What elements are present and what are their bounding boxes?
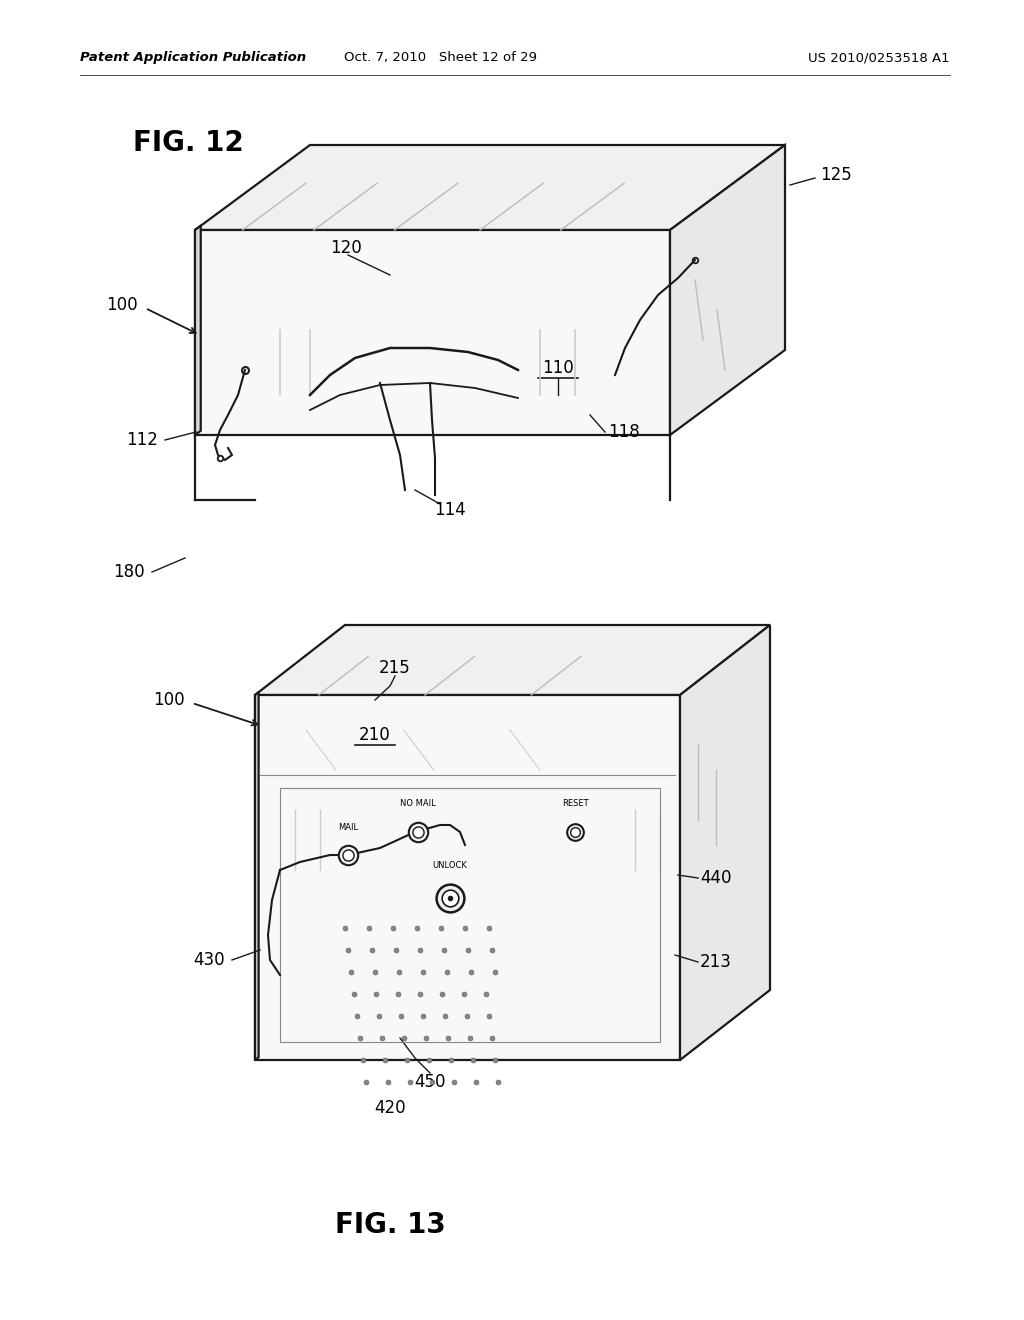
Text: NO MAIL: NO MAIL	[400, 800, 436, 808]
Polygon shape	[195, 145, 785, 230]
Text: 114: 114	[434, 502, 466, 519]
Text: US 2010/0253518 A1: US 2010/0253518 A1	[808, 51, 950, 65]
Polygon shape	[670, 145, 785, 436]
Text: MAIL: MAIL	[338, 822, 358, 832]
Polygon shape	[255, 692, 259, 1060]
Polygon shape	[195, 226, 201, 436]
Text: 210: 210	[359, 726, 391, 744]
Polygon shape	[255, 696, 680, 1060]
Polygon shape	[195, 230, 670, 436]
Text: Oct. 7, 2010   Sheet 12 of 29: Oct. 7, 2010 Sheet 12 of 29	[343, 51, 537, 65]
Text: 120: 120	[330, 239, 361, 257]
Text: 430: 430	[194, 950, 225, 969]
Text: 100: 100	[154, 690, 185, 709]
Polygon shape	[680, 624, 770, 1060]
Text: 125: 125	[820, 166, 852, 183]
Text: 100: 100	[106, 296, 138, 314]
Text: 213: 213	[700, 953, 732, 972]
Text: 118: 118	[608, 422, 640, 441]
Text: 450: 450	[415, 1073, 445, 1092]
Text: FIG. 13: FIG. 13	[335, 1210, 445, 1239]
Text: 112: 112	[126, 432, 158, 449]
Text: FIG. 12: FIG. 12	[133, 129, 244, 157]
Text: 440: 440	[700, 869, 731, 887]
Text: RESET: RESET	[562, 800, 589, 808]
Text: 420: 420	[374, 1100, 406, 1117]
Text: 180: 180	[114, 564, 145, 581]
Text: UNLOCK: UNLOCK	[432, 862, 467, 870]
Polygon shape	[255, 624, 770, 696]
Text: 110: 110	[542, 359, 573, 378]
Text: 215: 215	[379, 659, 411, 677]
Text: Patent Application Publication: Patent Application Publication	[80, 51, 306, 65]
